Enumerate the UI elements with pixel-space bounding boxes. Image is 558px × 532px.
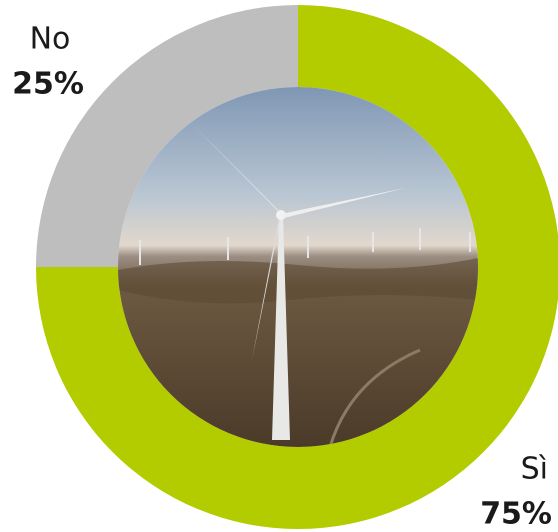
turbine-tower bbox=[272, 215, 290, 440]
donut-slice bbox=[36, 5, 558, 529]
slice-label: No bbox=[30, 22, 71, 57]
slice-value-label: 75% bbox=[480, 497, 552, 532]
slice-label: Sì bbox=[521, 452, 548, 487]
turbine-hub bbox=[276, 210, 286, 220]
donut-slice bbox=[36, 5, 298, 267]
center-photo bbox=[118, 87, 478, 447]
distant-turbines bbox=[139, 228, 471, 265]
turbine-blade bbox=[281, 188, 405, 218]
road bbox=[328, 348, 421, 447]
turbine-blade bbox=[190, 122, 281, 214]
turbine-blade bbox=[252, 216, 281, 360]
hills bbox=[118, 258, 478, 304]
slice-value-label: 25% bbox=[12, 67, 84, 102]
